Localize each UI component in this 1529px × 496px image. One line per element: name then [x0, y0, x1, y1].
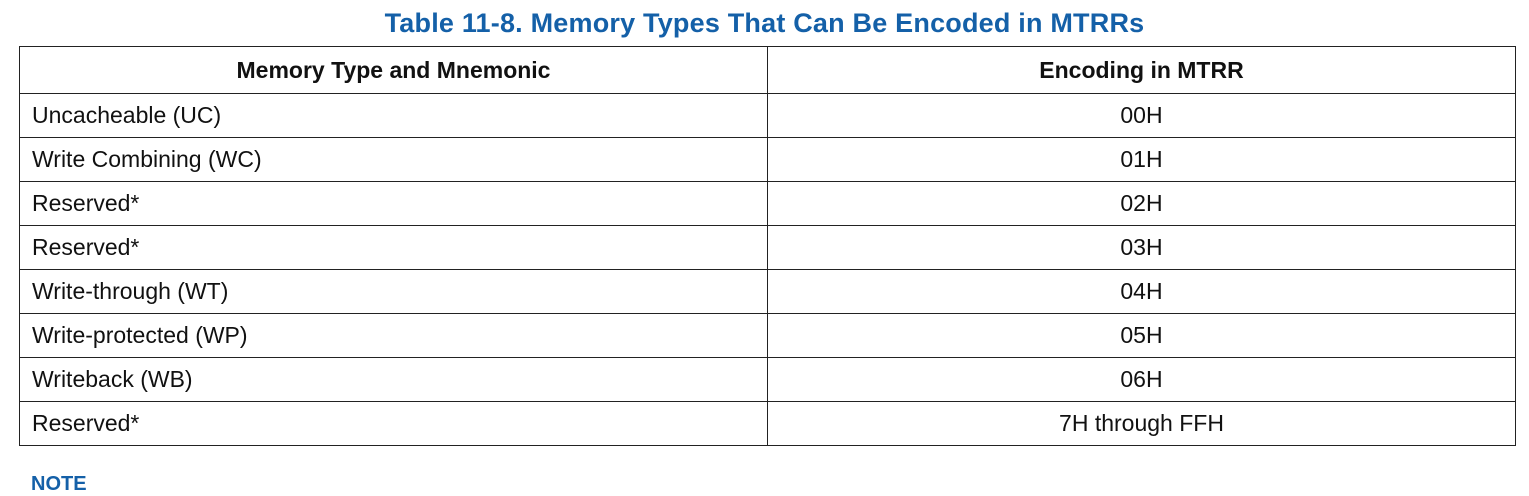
- encoding-cell: 00H: [767, 93, 1516, 138]
- encoding-cell: 02H: [767, 181, 1516, 226]
- encoding-cell: 04H: [767, 269, 1516, 314]
- memory-type-cell: Write-through (WT): [19, 269, 768, 314]
- table-row: Write-protected (WP) 05H: [19, 313, 1516, 358]
- table-row: Uncacheable (UC) 00H: [19, 93, 1516, 138]
- column-header-memory-type: Memory Type and Mnemonic: [19, 46, 768, 94]
- table-row: Reserved* 02H: [19, 181, 1516, 226]
- memory-type-cell: Write Combining (WC): [19, 137, 768, 182]
- memory-type-cell: Reserved*: [19, 181, 768, 226]
- memory-type-cell: Writeback (WB): [19, 357, 768, 402]
- memory-types-table: Memory Type and Mnemonic Encoding in MTR…: [19, 46, 1516, 446]
- memory-type-cell: Uncacheable (UC): [19, 93, 768, 138]
- encoding-cell: 03H: [767, 225, 1516, 270]
- memory-type-cell: Write-protected (WP): [19, 313, 768, 358]
- table-row: Write-through (WT) 04H: [19, 269, 1516, 314]
- encoding-cell: 05H: [767, 313, 1516, 358]
- encoding-cell: 01H: [767, 137, 1516, 182]
- notes-heading: NOTE: [31, 473, 87, 495]
- encoding-cell: 7H through FFH: [767, 401, 1516, 446]
- encoding-cell: 06H: [767, 357, 1516, 402]
- column-header-encoding: Encoding in MTRR: [767, 46, 1516, 94]
- memory-type-cell: Reserved*: [19, 401, 768, 446]
- table-row: Write Combining (WC) 01H: [19, 137, 1516, 182]
- table-header-row: Memory Type and Mnemonic Encoding in MTR…: [19, 46, 1516, 94]
- table-row: Reserved* 7H through FFH: [19, 401, 1516, 446]
- table-row: Reserved* 03H: [19, 225, 1516, 270]
- table-caption: Table 11-8. Memory Types That Can Be Enc…: [384, 8, 1145, 38]
- table-row: Writeback (WB) 06H: [19, 357, 1516, 402]
- memory-type-cell: Reserved*: [19, 225, 768, 270]
